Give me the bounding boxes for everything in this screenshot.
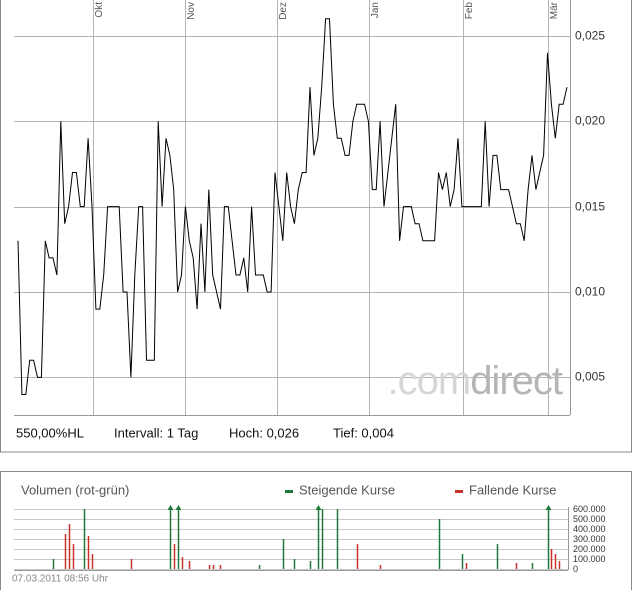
x-tick-label: Okt	[94, 2, 105, 18]
y-tick-label: 0,005	[575, 370, 605, 384]
x-tick-label: Feb	[464, 2, 475, 20]
price-line	[17, 18, 568, 395]
watermark-part: direct	[470, 359, 563, 403]
y-tick-label: 300.000	[573, 534, 606, 544]
legend-label: Steigende Kurse	[299, 482, 395, 497]
overflow-arrow	[315, 505, 322, 510]
info-text: Hoch: 0,026	[229, 425, 299, 440]
y-tick-label: 0,025	[575, 29, 605, 43]
y-tick-label: 200.000	[573, 544, 606, 554]
x-tick-label: Dez	[278, 2, 289, 20]
x-tick-label: Nov	[186, 2, 197, 20]
legend-swatch	[455, 490, 463, 493]
overflow-arrow	[175, 505, 182, 510]
legend-label: Fallende Kurse	[469, 482, 556, 497]
volume-title: Volumen (rot-grün)	[21, 482, 129, 497]
info-text: 550,00%HL	[16, 425, 84, 440]
x-tick-label: Mär	[549, 1, 560, 19]
y-tick-label: 500.000	[573, 514, 606, 524]
info-text: Tief: 0,004	[333, 425, 394, 440]
y-tick-label: 0,020	[575, 114, 605, 128]
watermark-part: .com	[388, 359, 471, 403]
footer-date: 07.03.2011 08:56 Uhr	[12, 574, 109, 585]
legend-swatch	[285, 490, 293, 493]
x-tick-label: Jan	[370, 2, 381, 18]
watermark: .comdirect	[388, 359, 563, 403]
y-tick-label: 100.000	[573, 554, 606, 564]
y-tick-label: 400.000	[573, 524, 606, 534]
y-tick-label: 600.000	[573, 504, 606, 514]
y-tick-label: 0,010	[575, 285, 605, 299]
info-text: Intervall: 1 Tag	[114, 425, 198, 440]
overflow-arrow	[167, 505, 174, 510]
price-panel	[0, 0, 632, 453]
y-tick-label: 0,015	[575, 200, 605, 214]
y-tick-label: 0	[573, 564, 578, 574]
overflow-arrow	[545, 505, 552, 510]
